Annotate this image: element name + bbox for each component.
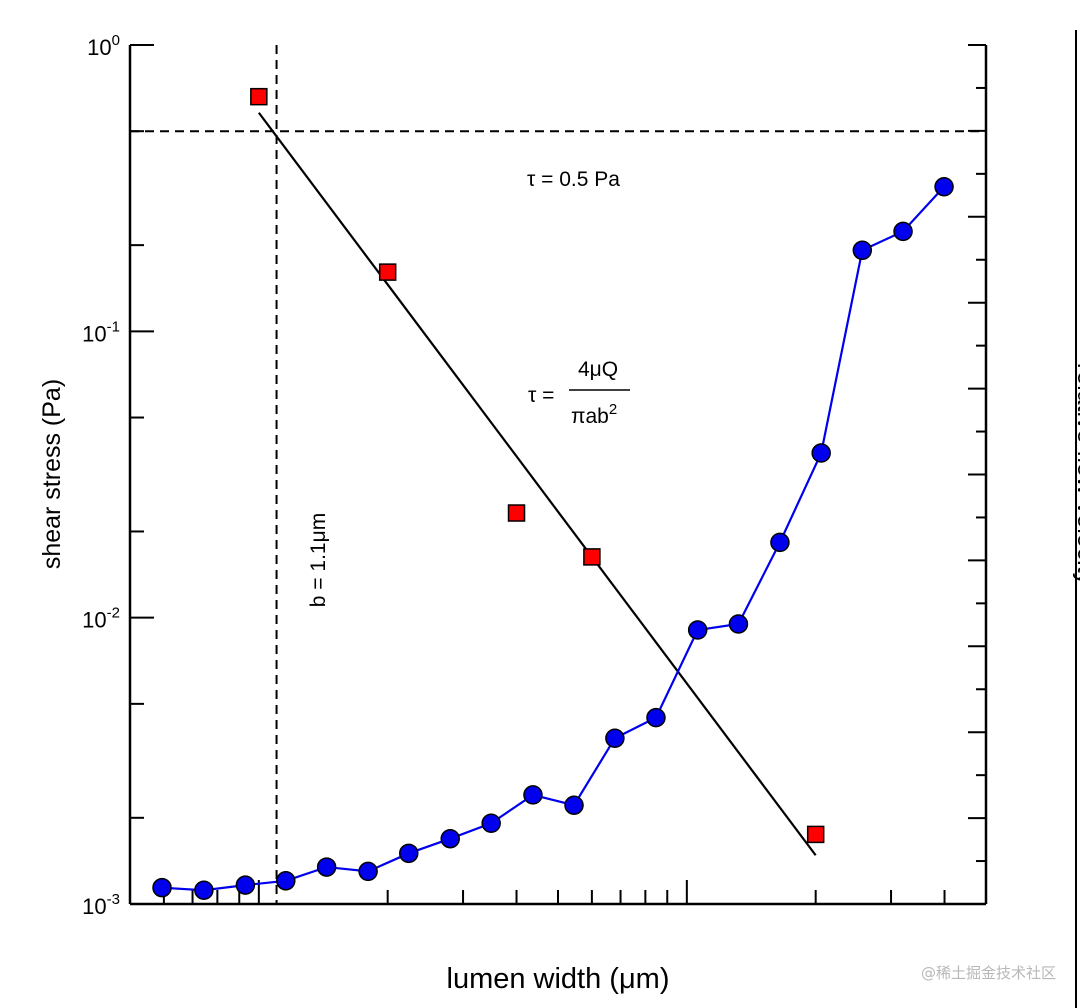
formula-annotation: τ = 4μQ πab2: [528, 358, 630, 428]
shear-stress-point: [378, 263, 397, 281]
y-left-axis-label: shear stress (Pa): [38, 379, 66, 569]
velocity-point: [934, 176, 954, 197]
x-axis-label: lumen width (μm): [447, 963, 670, 995]
y-left-tick-label: 10-2: [82, 605, 120, 633]
velocity-point: [811, 443, 831, 463]
velocity-point: [523, 785, 543, 805]
shear-stress-point: [583, 548, 601, 566]
y-left-tick-label: 100: [87, 32, 120, 60]
formula-numerator: 4μQ: [578, 358, 618, 381]
shear-stress-point: [507, 504, 526, 522]
formula-denominator: πab2: [571, 401, 617, 428]
b-label: b = 1.1μm: [307, 513, 330, 607]
shear-stress-point: [250, 87, 268, 106]
y-left-tick-label: 10-3: [82, 891, 120, 919]
velocity-point: [358, 861, 378, 882]
fit-line: [257, 112, 817, 856]
watermark: @稀土掘金技术社区: [920, 964, 1056, 982]
data-marks: [152, 87, 954, 901]
velocity-point: [194, 880, 214, 901]
velocity-point: [152, 877, 172, 898]
shear-stress-point: [806, 825, 825, 844]
velocity-line: [161, 185, 945, 892]
formula-lhs: τ =: [528, 384, 554, 407]
velocity-point: [646, 707, 666, 728]
axes: 100 10-1 10-2 10-3: [82, 32, 988, 919]
velocity-point: [564, 795, 584, 815]
velocity-point: [852, 240, 873, 261]
velocity-point: [605, 728, 625, 748]
velocity-point: [276, 871, 296, 891]
velocity-point: [893, 221, 913, 242]
velocity-point: [728, 614, 749, 634]
velocity-point: [316, 857, 337, 877]
y-left-tick-label: 10-1: [82, 318, 120, 346]
velocity-point: [440, 828, 460, 849]
threshold-label: τ = 0.5 Pa: [527, 168, 620, 191]
velocity-point: [398, 843, 419, 864]
velocity-point: [481, 813, 501, 834]
velocity-point: [770, 532, 790, 553]
velocity-point: [687, 620, 708, 640]
velocity-point: [235, 875, 256, 895]
